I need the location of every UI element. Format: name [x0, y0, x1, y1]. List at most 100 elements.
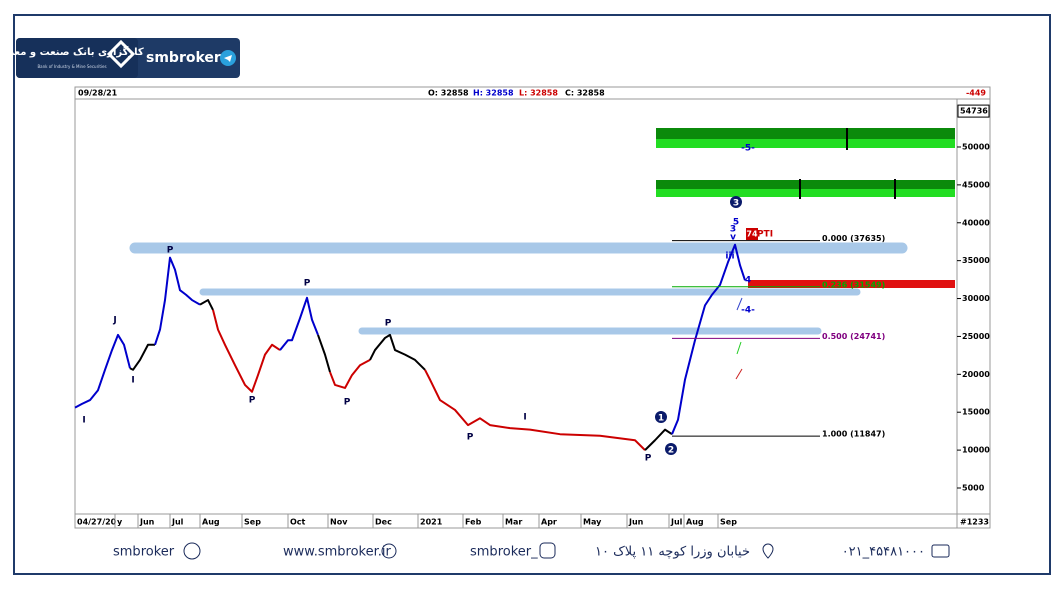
y-tick-label: 40000 — [962, 218, 990, 227]
price-line — [74, 333, 131, 409]
y-tick-label: 30000 — [962, 294, 990, 303]
wave-circle — [730, 196, 742, 208]
logo-title: کارگزاری بانک صنعت و معدن — [0, 45, 144, 58]
y-tick-label: 5000 — [962, 483, 985, 492]
logo-icon — [106, 39, 136, 69]
telegram-icon — [183, 542, 201, 560]
wave-label: 3 — [730, 225, 736, 235]
label-box — [746, 228, 758, 240]
x-tick-label: 04/27/20 — [77, 518, 117, 527]
target-zone — [656, 139, 955, 148]
info-change: -449 — [966, 89, 986, 98]
wave-label: 3 — [733, 199, 739, 209]
wave-label: P — [167, 246, 174, 256]
y-tick-label: 20000 — [962, 370, 990, 379]
footer-phone: ۰۲۱_۴۵۴۸۱۰۰۰ — [842, 545, 925, 560]
price-line — [369, 333, 426, 371]
y-tick-label: 10000 — [962, 446, 990, 455]
wave-label: -4- — [741, 306, 755, 316]
wave-label: 1 — [658, 414, 664, 424]
instagram-icon — [539, 542, 556, 559]
x-tick-label: y — [117, 518, 123, 527]
x-tick-label: Mar — [505, 518, 522, 527]
wave-label: 4 — [745, 276, 751, 286]
footer-website: www.smbroker.ir — [283, 545, 391, 560]
x-tick-label: Apr — [541, 518, 557, 527]
price-line — [212, 309, 281, 393]
x-tick-label: Jun — [628, 518, 644, 527]
globe-icon — [381, 543, 397, 559]
fib-label: 1.000 (11847) — [822, 430, 885, 439]
wave-tick — [736, 341, 742, 355]
price-line — [644, 428, 673, 451]
price-line — [317, 334, 331, 373]
price-line — [424, 369, 646, 451]
price-line — [279, 296, 319, 351]
x-tick-label: Sep — [720, 518, 737, 527]
y-tick-label: 15000 — [962, 408, 990, 417]
wave-label: v — [730, 233, 736, 243]
wave-label: I — [523, 413, 526, 423]
x-tick-label: Nov — [330, 518, 348, 527]
bar-count: #1233 — [960, 518, 989, 527]
x-tick-label: Dec — [375, 518, 392, 527]
logo-mark-bg — [16, 38, 138, 78]
fib-label: 0.500 (24741) — [822, 332, 885, 341]
info-high: H: 32858 — [473, 89, 514, 98]
y-tick-label: 45000 — [962, 180, 990, 189]
info-open: O: 32858 — [428, 89, 469, 98]
footer-telegram: smbroker — [113, 545, 175, 560]
x-tick-label: Jul — [670, 518, 683, 527]
wave-label: P — [467, 433, 474, 443]
fib-label: 0.000 (37635) — [822, 234, 885, 243]
x-tick-label: Aug — [686, 518, 704, 527]
wave-label: P — [304, 279, 311, 289]
y-tick-label: 35000 — [962, 256, 990, 265]
x-tick-label: Aug — [202, 518, 220, 527]
price-line — [154, 256, 201, 346]
x-tick-label: Jul — [171, 518, 184, 527]
last-value-label: 54736 — [960, 107, 988, 116]
price-line — [199, 299, 214, 311]
chart-frame — [74, 86, 991, 529]
x-tick-label: May — [583, 518, 602, 527]
info-date: 09/28/21 — [78, 89, 118, 98]
x-tick-label: Feb — [465, 518, 482, 527]
wave-label: J — [112, 316, 116, 326]
wave-label: PTI — [757, 230, 773, 240]
target-zone — [656, 128, 955, 139]
fib-label: 0.236 (31549) — [822, 280, 885, 289]
logo-subtitle: Bank of Industry & Mine Securities — [37, 64, 106, 69]
wave-tick — [735, 368, 743, 380]
phone-icon — [931, 544, 950, 558]
stop-bar — [748, 280, 955, 288]
wave-tick — [736, 297, 743, 311]
x-tick-label: Oct — [290, 518, 306, 527]
wave-label: I — [131, 376, 134, 386]
wave-label: 2 — [668, 446, 674, 456]
y-tick-label: 25000 — [962, 332, 990, 341]
x-tick-label: Sep — [244, 518, 261, 527]
footer-instagram: smbroker_ — [470, 545, 538, 560]
y-tick-label: 50000 — [962, 142, 990, 151]
wave-label: 5 — [733, 218, 739, 228]
price-line — [129, 343, 155, 371]
wave-label: P — [344, 398, 351, 408]
wave-label: I — [82, 416, 85, 426]
wave-label: P — [385, 319, 392, 329]
info-low: L: 32858 — [519, 89, 558, 98]
x-tick-label: 2021 — [420, 518, 443, 527]
wave-label: iii — [725, 252, 734, 262]
price-line — [671, 243, 746, 435]
wave-label: P — [645, 454, 652, 464]
x-tick-label: Jun — [139, 518, 155, 527]
wave-label: -5- — [741, 144, 755, 154]
plot — [74, 243, 746, 451]
telegram-glyph — [224, 55, 232, 62]
target-zone — [656, 180, 955, 189]
wave-label: 74 — [746, 230, 758, 239]
price-line — [329, 359, 371, 389]
wave-label: P — [249, 396, 256, 406]
